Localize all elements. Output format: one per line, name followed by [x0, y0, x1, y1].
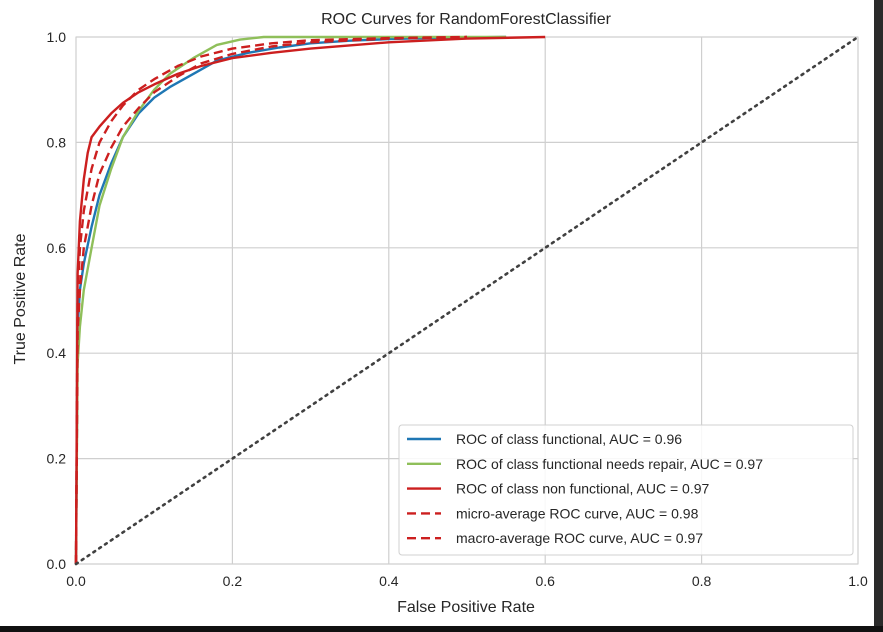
chart-title: ROC Curves for RandomForestClassifier: [321, 11, 612, 28]
x-tick-label: 0.2: [223, 573, 243, 589]
x-tick-label: 0.8: [692, 573, 712, 589]
x-tick-label: 1.0: [848, 573, 868, 589]
y-tick-label: 0.4: [47, 345, 67, 361]
y-tick-label: 0.8: [47, 134, 67, 150]
window-edge-bottom: [0, 626, 883, 632]
legend-entry-0: ROC of class functional, AUC = 0.96: [456, 431, 682, 447]
chance-diagonal: [74, 35, 860, 566]
x-tick-label: 0.4: [379, 573, 399, 589]
y-tick-label: 0.6: [47, 240, 67, 256]
legend-entry-2: ROC of class non functional, AUC = 0.97: [456, 481, 710, 497]
x-tick-label: 0.6: [535, 573, 555, 589]
legend-box: [398, 424, 854, 556]
roc-series-4: [74, 35, 468, 565]
x-tick-label: 0.0: [66, 573, 86, 589]
plot-area: [74, 35, 860, 566]
legend-entry-1: ROC of class functional needs repair, AU…: [456, 456, 763, 472]
roc-series-3: [74, 35, 468, 565]
y-tick-label: 0.2: [47, 451, 67, 467]
legend-entry-4: macro-average ROC curve, AUC = 0.97: [456, 530, 703, 546]
y-tick-label: 1.0: [47, 29, 67, 45]
window-edge-right: [874, 0, 883, 626]
y-tick-label: 0.0: [47, 556, 67, 572]
y-axis-label: True Positive Rate: [12, 233, 29, 364]
tick-labels: 0.0 0.2 0.4 0.6 0.8 1.0 0.0 0.2 0.4 0.6 0.8 1.0: [47, 29, 868, 589]
legend: ROC of class functional, AUC = 0.96 ROC o…: [398, 424, 854, 556]
roc-series-2: [74, 35, 546, 565]
x-axis-label: False Positive Rate: [397, 599, 535, 616]
legend-entry-3: micro-average ROC curve, AUC = 0.98: [456, 505, 699, 521]
